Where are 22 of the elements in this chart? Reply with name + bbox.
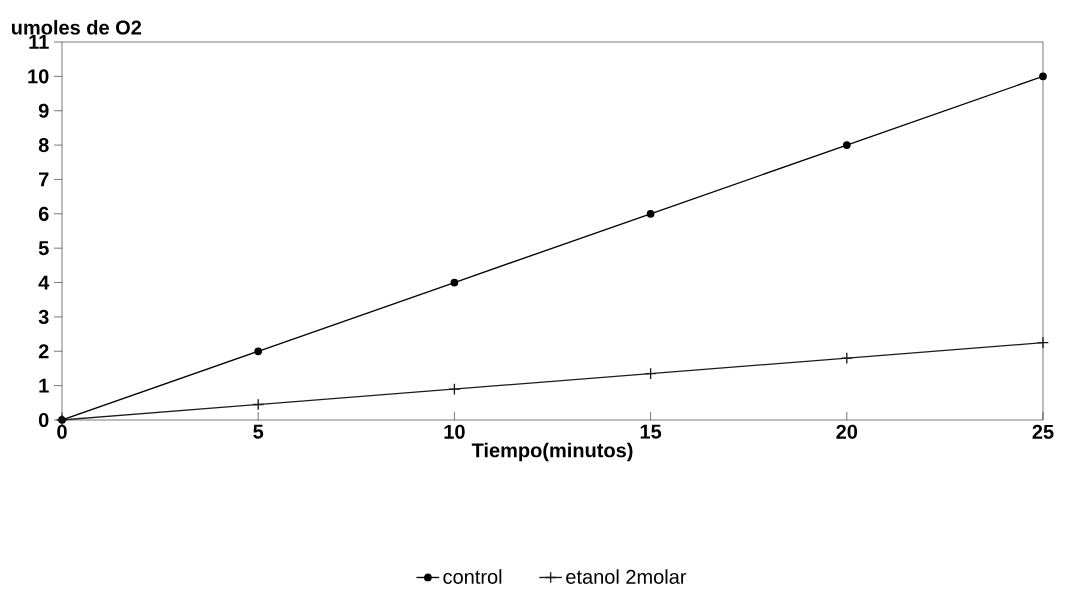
y-tick-label: 10 <box>28 69 49 84</box>
x-tick-label: 0 <box>57 424 67 439</box>
legend-label: etanol 2molar <box>566 569 687 584</box>
y-tick-label: 8 <box>38 138 49 153</box>
x-tick-label: 10 <box>444 424 465 439</box>
legend-label: control <box>443 569 502 584</box>
x-axis-title: Tiempo(minutos) <box>471 442 633 462</box>
y-tick-label: 9 <box>38 103 49 118</box>
y-axis-title: umoles de O2 <box>11 19 142 35</box>
x-tick-label: 15 <box>640 424 662 439</box>
x-tick-label: 20 <box>836 424 858 439</box>
y-tick-label: 5 <box>38 241 49 256</box>
y-tick-label: 4 <box>38 275 50 290</box>
y-tick-label: 1 <box>39 378 49 393</box>
x-tick-label: 5 <box>253 424 264 439</box>
y-tick-label: 0 <box>38 412 49 428</box>
y-tick-label: 6 <box>38 206 49 221</box>
y-tick-label: 11 <box>29 35 49 49</box>
y-tick-label: 2 <box>38 344 49 359</box>
y-tick-label: 3 <box>38 309 49 324</box>
x-tick-label: 25 <box>1032 424 1054 439</box>
y-tick-label: 7 <box>39 172 49 187</box>
